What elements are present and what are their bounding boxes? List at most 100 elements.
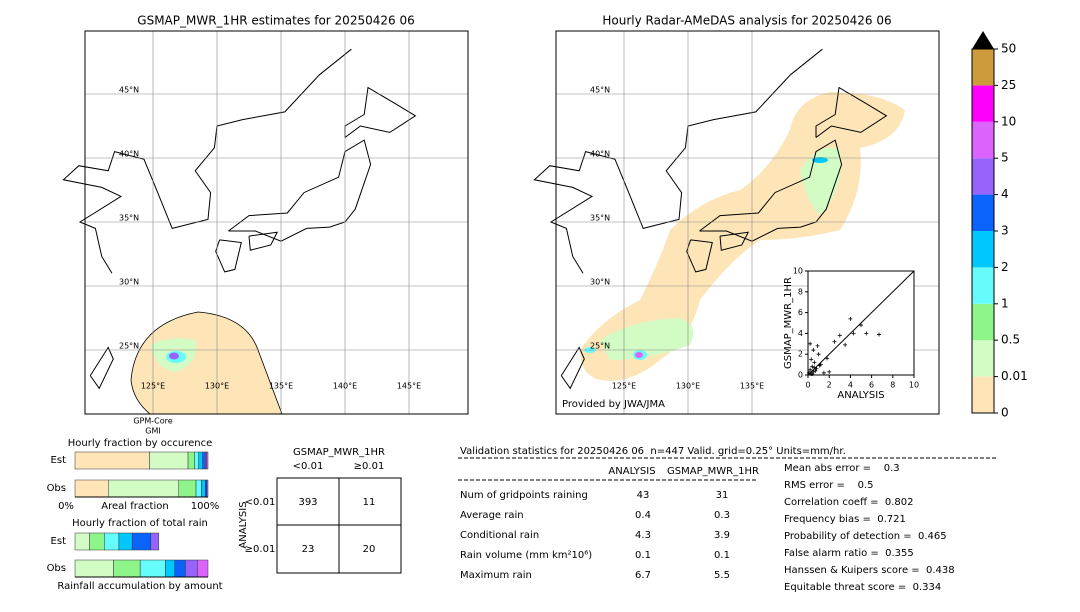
colorbar-label: 3	[1001, 224, 1009, 238]
cell: 20	[363, 544, 376, 555]
lon-label: 135°E	[740, 382, 764, 391]
lat-label: 40°N	[590, 150, 610, 159]
rain-area	[635, 352, 643, 358]
col-header: ANALYSIS	[608, 466, 655, 477]
scatter-point	[810, 371, 815, 376]
y-axis-label: GSMAP_MWR_1HR	[783, 277, 794, 369]
colorbar-segment	[972, 340, 994, 377]
sensor-label: GMI	[145, 427, 160, 436]
x-tick-label: 2	[827, 381, 832, 390]
scatter-point	[810, 364, 815, 369]
map-frame	[555, 30, 940, 415]
row-label: Obs	[47, 563, 66, 574]
left-map: 45°N 40°N 35°N 30°N 25°N 125°E 130°E 135°E 140°E…	[62, 31, 468, 415]
cell: 3.9	[714, 530, 730, 541]
lat-label: 30°N	[590, 278, 610, 287]
lat-label: 25°N	[590, 342, 610, 351]
scatter-point	[843, 342, 848, 347]
score: Probability of detection = 0.465	[784, 531, 947, 542]
col-header: ≥0.01	[354, 461, 385, 472]
score: Correlation coeff = 0.802	[784, 497, 914, 508]
colorbar-label: 10	[1001, 114, 1016, 128]
coastline	[62, 48, 352, 274]
coastline	[228, 139, 372, 242]
coastline	[89, 346, 114, 390]
scatter-point	[814, 366, 819, 371]
scatter-point	[816, 352, 821, 357]
y-tick-label: 4	[798, 329, 803, 338]
fraction-bar	[74, 479, 109, 498]
fraction-bar	[149, 451, 189, 470]
x-tick-label: 8	[890, 381, 895, 390]
coastline	[533, 48, 823, 274]
scatter-point	[832, 339, 837, 344]
fraction-bar	[206, 479, 209, 498]
fraction-bar	[198, 451, 203, 470]
lon-label: 125°E	[141, 382, 165, 391]
colorbar-label: 0.5	[1001, 333, 1020, 347]
col-header: GSMAP_MWR_1HR	[667, 466, 759, 477]
x-tick-label: 4	[848, 381, 853, 390]
cell: 23	[302, 544, 315, 555]
scatter-point	[837, 333, 842, 338]
fraction-bar	[195, 479, 202, 498]
lat-label: 30°N	[119, 278, 139, 287]
y-tick-label: 6	[798, 308, 803, 317]
cell: 0.1	[714, 550, 730, 561]
score: Frequency bias = 0.721	[784, 514, 906, 525]
cell: 4.3	[635, 530, 651, 541]
colorbar-extend	[972, 31, 994, 49]
score: Equitable threat score = 0.334	[784, 582, 941, 593]
scatter-point	[812, 360, 817, 365]
lat-label: 40°N	[119, 150, 139, 159]
row-label: Obs	[47, 483, 66, 494]
axis-max: 100%	[191, 501, 220, 512]
lat-label: 25°N	[119, 342, 139, 351]
scatter-point	[859, 323, 863, 328]
fraction-bar	[139, 559, 166, 578]
lon-label: 125°E	[612, 382, 636, 391]
scatter-point	[851, 331, 856, 336]
right-map-title: Hourly Radar-AMeDAS analysis for 2025042…	[602, 14, 891, 28]
cell: 393	[298, 497, 317, 508]
diagonal	[807, 270, 915, 376]
lon-label: 145°E	[397, 382, 421, 391]
cell: 0.4	[635, 510, 651, 521]
coastline	[344, 86, 417, 138]
row-label: Conditional rain	[460, 530, 539, 541]
scatter-point	[809, 357, 814, 362]
row-title: ANALYSIS	[238, 501, 249, 548]
coastline	[686, 239, 713, 273]
scatter-point	[812, 365, 817, 370]
coastline	[248, 231, 279, 251]
fraction-bar	[201, 479, 206, 498]
scatter-point	[815, 343, 820, 348]
fraction-bar	[74, 532, 90, 551]
scatter-point	[811, 348, 816, 353]
scatter-point	[808, 367, 813, 372]
fraction-bar	[74, 559, 114, 578]
axis-min: 0%	[58, 501, 74, 512]
colorbar-segment	[972, 303, 994, 341]
colorbar-segment	[972, 85, 994, 122]
rain-area	[812, 157, 828, 163]
left-map-title: GSMAP_MWR_1HR estimates for 20250426 06	[137, 14, 414, 28]
scatter-point	[825, 356, 830, 361]
total-rain-title: Hourly fraction of total rain	[72, 518, 208, 529]
cell: 5.5	[714, 570, 730, 581]
fraction-bar	[194, 451, 199, 470]
scatter-point	[808, 341, 813, 346]
fraction-bar	[108, 479, 179, 498]
scatter-point	[877, 332, 882, 337]
validation-header: Validation statistics for 20250426 06 n=…	[460, 446, 846, 457]
score: RMS error = 0.5	[784, 480, 874, 491]
x-label: Rainfall accumulation by amount	[57, 581, 222, 592]
cell: 31	[716, 490, 729, 501]
lon-label: 130°E	[676, 382, 700, 391]
x-label: Areal fraction	[101, 501, 168, 512]
col-header: <0.01	[293, 461, 324, 472]
row-label: Num of gridpoints raining	[460, 490, 588, 501]
lat-label: 35°N	[119, 214, 139, 223]
y-tick-label: 2	[798, 350, 803, 359]
scatter-point	[827, 369, 832, 374]
